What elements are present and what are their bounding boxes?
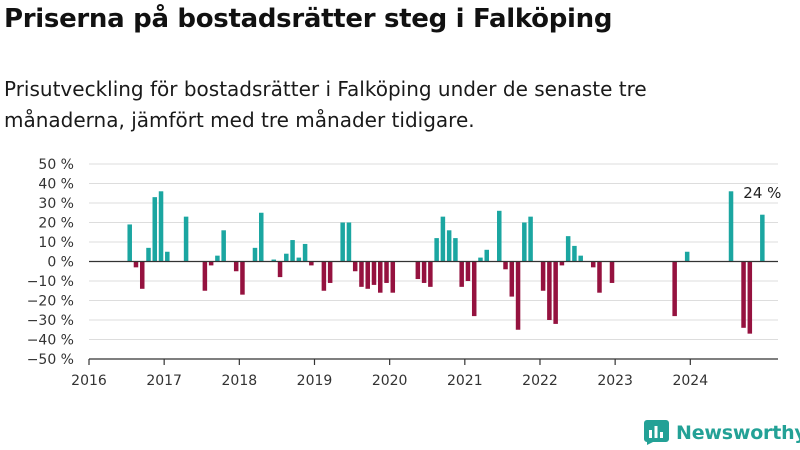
bar [509, 261, 515, 297]
y-axis-tick-labels: 50 % 40 % 30 % 20 % 10 % 0 % −10 % −20 % −30 % −4… [27, 157, 74, 368]
bar [346, 222, 352, 262]
bar [540, 261, 546, 291]
y-tick-label: 10 % [38, 235, 74, 251]
bar [547, 261, 552, 320]
chart-subtitle: Prisutveckling för bostadsrätter i Falkö… [4, 77, 647, 132]
bar [471, 261, 477, 317]
bar [528, 216, 533, 262]
bar [183, 216, 189, 262]
bar [271, 259, 277, 262]
bar [559, 261, 565, 266]
bar [459, 261, 464, 287]
bar [428, 261, 433, 287]
bar [233, 261, 239, 272]
bar [565, 236, 571, 262]
bar [378, 261, 383, 293]
bar [728, 191, 734, 262]
bar [497, 210, 502, 262]
bar [240, 261, 245, 295]
bar [515, 261, 521, 330]
bar [484, 249, 489, 262]
bar [384, 261, 389, 283]
y-tick-label: 30 % [38, 196, 74, 212]
y-tick-label: 40 % [38, 177, 74, 193]
bar [684, 251, 690, 262]
bar [478, 257, 483, 262]
bar [340, 222, 345, 262]
bar [221, 230, 226, 262]
bar [446, 230, 452, 262]
bar [390, 261, 396, 293]
bar [139, 261, 145, 289]
bar [365, 261, 370, 289]
bar [371, 261, 377, 285]
x-tick-label: 2024 [672, 373, 708, 389]
x-tick-label: 2023 [597, 373, 633, 389]
bar [597, 261, 602, 293]
newsworthy-chart-icon [644, 420, 669, 445]
y-tick-label: −10 % [27, 274, 74, 290]
bar [259, 212, 264, 262]
y-tick-label: 50 % [38, 157, 74, 173]
bar [421, 261, 427, 283]
y-tick-label: −30 % [27, 313, 74, 329]
bar [127, 224, 132, 262]
bar [760, 214, 765, 262]
bars [127, 191, 765, 334]
bar [284, 253, 289, 262]
bar [609, 261, 615, 283]
bar [321, 261, 327, 291]
bar [553, 261, 558, 324]
bar [434, 238, 439, 262]
bar [359, 261, 364, 287]
bar [578, 255, 583, 262]
x-tick-label: 2022 [522, 373, 558, 389]
x-tick-label: 2020 [372, 373, 408, 389]
bar [158, 191, 164, 262]
y-tick-label: −20 % [27, 294, 74, 310]
bar [503, 261, 508, 270]
bar [290, 240, 295, 262]
bar [672, 261, 677, 317]
bar [302, 243, 308, 262]
bar [415, 261, 421, 280]
x-axis: 2016 2017 2018 2019 2020 2021 2022 2023 2024 [71, 358, 778, 389]
bar [277, 261, 283, 278]
y-tick-label: −50 % [27, 352, 74, 368]
newsworthy-logo: Newsworthy [644, 420, 800, 445]
bar [465, 261, 471, 281]
bar [165, 251, 170, 262]
bar [590, 261, 596, 268]
bar [202, 261, 208, 291]
y-tick-label: −40 % [27, 333, 74, 349]
bar [741, 261, 746, 328]
bar [296, 257, 302, 262]
bar [146, 247, 151, 262]
x-tick-label: 2021 [447, 373, 483, 389]
bar [309, 261, 314, 266]
bar [327, 261, 333, 283]
bar [208, 261, 214, 266]
bar [440, 216, 446, 262]
bar [572, 245, 577, 262]
bar [133, 261, 139, 268]
bar [522, 222, 527, 262]
x-tick-label: 2017 [146, 373, 182, 389]
bar [453, 238, 458, 262]
bar [152, 197, 158, 262]
bar [215, 255, 220, 262]
bar [252, 247, 258, 262]
last-value-annotation: 24 % [743, 184, 781, 202]
bar [747, 261, 753, 334]
y-tick-label: 20 % [38, 216, 74, 232]
x-tick-label: 2016 [71, 373, 107, 389]
y-tick-label: 0 % [47, 255, 74, 271]
chart-title: Priserna på bostadsrätter steg i Falköpi… [4, 4, 613, 34]
bar [352, 261, 358, 272]
brand-name: Newsworthy [676, 421, 800, 444]
x-tick-label: 2018 [222, 373, 258, 389]
x-tick-label: 2019 [297, 373, 333, 389]
